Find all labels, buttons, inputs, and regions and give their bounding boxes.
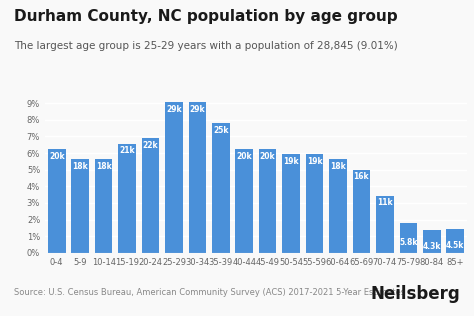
Bar xyxy=(48,149,65,253)
Bar xyxy=(400,222,417,253)
Text: 29k: 29k xyxy=(166,105,182,114)
Text: 5.8k: 5.8k xyxy=(399,238,418,247)
Text: 21k: 21k xyxy=(119,146,135,155)
Bar xyxy=(329,159,347,253)
Bar xyxy=(118,143,136,253)
Bar xyxy=(447,229,464,253)
Text: 20k: 20k xyxy=(49,152,64,161)
Text: 4.5k: 4.5k xyxy=(446,241,465,250)
Bar xyxy=(165,102,182,253)
Text: 18k: 18k xyxy=(330,162,346,171)
Text: 18k: 18k xyxy=(73,162,88,171)
Text: The largest age group is 25-29 years with a population of 28,845 (9.01%): The largest age group is 25-29 years wit… xyxy=(14,41,398,51)
Bar xyxy=(306,154,323,253)
Text: 20k: 20k xyxy=(237,152,252,161)
Bar xyxy=(353,170,370,253)
Text: 11k: 11k xyxy=(377,198,392,207)
Bar xyxy=(283,154,300,253)
Text: 29k: 29k xyxy=(190,105,205,114)
Text: 22k: 22k xyxy=(143,141,158,150)
Text: 20k: 20k xyxy=(260,152,275,161)
Bar xyxy=(189,102,206,253)
Text: 19k: 19k xyxy=(307,157,322,166)
Bar xyxy=(95,159,112,253)
Text: 19k: 19k xyxy=(283,157,299,166)
Text: 18k: 18k xyxy=(96,162,111,171)
Text: 4.3k: 4.3k xyxy=(422,242,441,251)
Bar xyxy=(376,196,393,253)
Text: Durham County, NC population by age group: Durham County, NC population by age grou… xyxy=(14,9,398,24)
Bar xyxy=(142,138,159,253)
Text: Source: U.S. Census Bureau, American Community Survey (ACS) 2017-2021 5-Year Est: Source: U.S. Census Bureau, American Com… xyxy=(14,288,405,297)
Text: Neilsberg: Neilsberg xyxy=(370,285,460,303)
Bar xyxy=(72,159,89,253)
Bar xyxy=(259,149,276,253)
Text: 25k: 25k xyxy=(213,125,228,135)
Bar xyxy=(423,230,440,253)
Bar xyxy=(212,123,229,253)
Text: 16k: 16k xyxy=(354,173,369,181)
Bar xyxy=(236,149,253,253)
